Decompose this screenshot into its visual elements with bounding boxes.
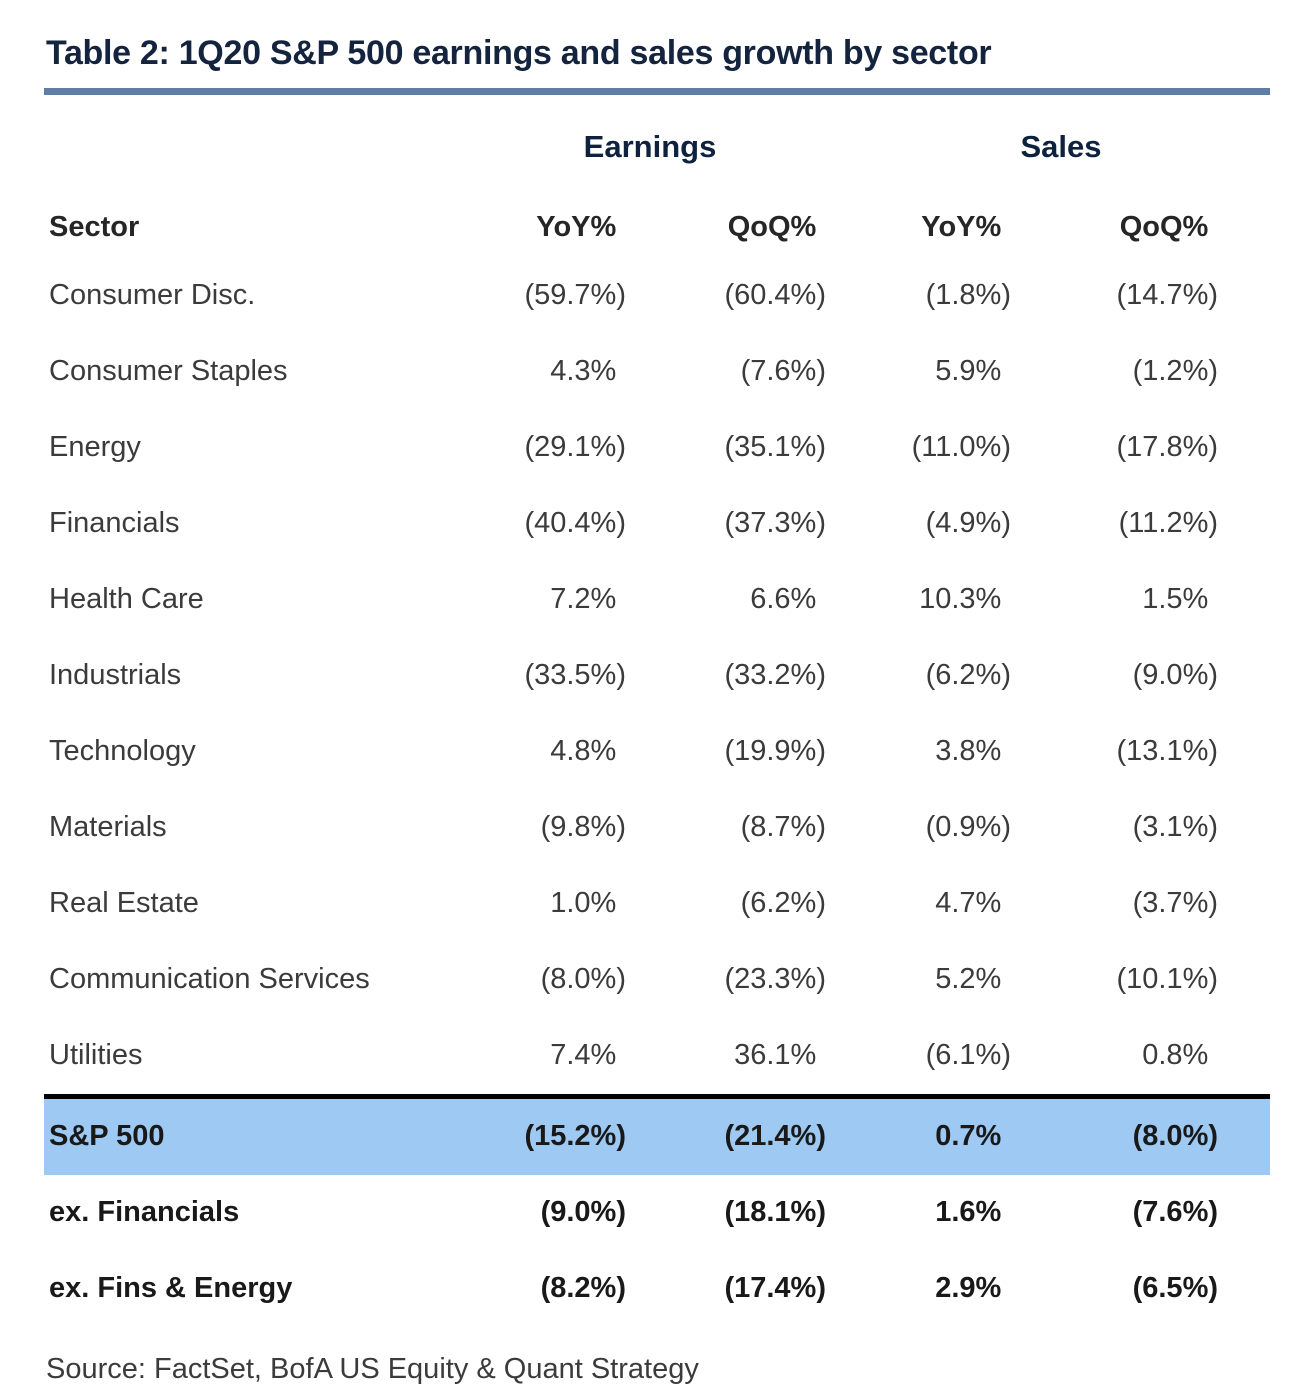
value-cell: (15.2%) xyxy=(488,1093,678,1175)
source-note: Source: FactSet, BofA US Equity & Quant … xyxy=(46,1352,699,1385)
table-row: Real Estate 1.0%) (6.2%) 4.7%) (3.7%) xyxy=(44,866,1270,942)
value-cell: (7.6%) xyxy=(1132,1196,1219,1228)
value-cell: (6.1%) xyxy=(925,1039,1011,1071)
column-header-sales-yoy: YoY% xyxy=(921,210,1002,243)
value-cell: (9.8%) xyxy=(540,811,626,843)
group-header-earnings: Earnings xyxy=(583,128,717,164)
value-cell: 7.2%) xyxy=(550,583,617,615)
value-cell: (11.2%) xyxy=(1118,507,1219,539)
sector-label: Health Care xyxy=(49,583,204,615)
value-cell: (35.1%) xyxy=(724,431,826,463)
column-header-sector: Sector xyxy=(49,210,140,243)
sector-label: Utilities xyxy=(49,1039,143,1071)
value-cell: (19.9%) xyxy=(724,735,826,767)
value-cell: (18.1%) xyxy=(724,1196,826,1228)
value-cell: 5.2%) xyxy=(935,963,1002,995)
value-cell: (40.4%) xyxy=(524,507,626,539)
value-cell: (33.2%) xyxy=(724,659,826,691)
table-row: Materials (9.8%) (8.7%) (0.9%) (3.1%) xyxy=(44,790,1270,866)
value-cell: (7.6%) xyxy=(740,355,826,387)
earnings-sales-table: Earnings Sales Sector YoY% QoQ% YoY% QoQ… xyxy=(44,95,1271,1327)
column-header-earnings-yoy: YoY% xyxy=(536,210,617,243)
sector-label: S&P 500 xyxy=(44,1093,488,1175)
table-row: Industrials (33.5%) (33.2%) (6.2%) (9.0%) xyxy=(44,638,1270,714)
table-row: Financials (40.4%) (37.3%) (4.9%) (11.2%) xyxy=(44,486,1270,562)
value-cell: (33.5%) xyxy=(524,659,626,691)
value-cell: (29.1%) xyxy=(524,431,626,463)
sector-label: Energy xyxy=(49,431,141,463)
group-header-spacer xyxy=(44,95,488,173)
value-cell: 0.7%) xyxy=(878,1093,1063,1175)
sector-label: ex. Fins & Energy xyxy=(49,1272,293,1304)
sector-label: Financials xyxy=(49,507,180,539)
table-row: Consumer Disc. (59.7%) (60.4%) (1.8%) (14.7%… xyxy=(44,258,1270,334)
sector-label: Communication Services xyxy=(49,963,370,995)
sector-label: Real Estate xyxy=(49,887,199,919)
table-title: Table 2: 1Q20 S&P 500 earnings and sales… xyxy=(46,34,992,72)
value-cell: (37.3%) xyxy=(724,507,826,539)
table-row: Consumer Staples 4.3%) (7.6%) 5.9%) (1.2%) xyxy=(44,334,1270,410)
value-cell: (8.0%) xyxy=(540,963,626,995)
value-cell: 1.5%) xyxy=(1142,583,1209,615)
value-cell: (13.1%) xyxy=(1116,735,1219,767)
value-cell: 3.8%) xyxy=(935,735,1002,767)
value-cell: (17.4%) xyxy=(724,1272,826,1304)
table-row: Health Care 7.2%) 6.6%) 10.3%) 1.5%) xyxy=(44,562,1270,638)
value-cell: 36.1%) xyxy=(734,1039,817,1071)
value-cell: 4.3%) xyxy=(550,355,617,387)
value-cell: (6.5%) xyxy=(1132,1272,1219,1304)
column-header-sales-qoq: QoQ% xyxy=(1119,210,1209,243)
value-cell: (14.7%) xyxy=(1116,279,1219,311)
sector-label: Consumer Disc. xyxy=(49,279,256,311)
value-cell: (21.4%) xyxy=(678,1093,878,1175)
sector-label: Industrials xyxy=(49,659,182,691)
value-cell: 4.8%) xyxy=(550,735,617,767)
value-cell: (23.3%) xyxy=(724,963,826,995)
value-cell: 1.6%) xyxy=(935,1196,1002,1228)
value-cell: (4.9%) xyxy=(925,507,1011,539)
sector-label: Materials xyxy=(49,811,167,843)
table-row: Communication Services (8.0%) (23.3%) 5.2%)… xyxy=(44,942,1270,1018)
value-cell: (8.7%) xyxy=(740,811,826,843)
column-header-earnings-qoq: QoQ% xyxy=(727,210,817,243)
value-cell: (10.1%) xyxy=(1116,963,1219,995)
value-cell: 6.6%) xyxy=(750,583,817,615)
value-cell: (6.2%) xyxy=(740,887,826,919)
value-cell: (3.1%) xyxy=(1132,811,1219,843)
value-cell: (0.9%) xyxy=(925,811,1011,843)
value-cell: 2.9%) xyxy=(935,1272,1002,1304)
value-cell: (59.7%) xyxy=(524,279,626,311)
sector-label: ex. Financials xyxy=(49,1196,240,1228)
value-cell: 10.3%) xyxy=(919,583,1002,615)
sector-label: Technology xyxy=(49,735,196,767)
value-cell: (8.0%) xyxy=(1063,1093,1271,1175)
table-row: Energy (29.1%) (35.1%) (11.0%) (17.8%) xyxy=(44,410,1270,486)
group-header-sales: Sales xyxy=(1020,128,1102,164)
column-header-row: Sector YoY% QoQ% YoY% QoQ% xyxy=(44,173,1270,258)
value-cell: (1.8%) xyxy=(925,279,1011,311)
value-cell: (60.4%) xyxy=(724,279,826,311)
value-cell: (3.7%) xyxy=(1132,887,1219,919)
value-cell: 1.0%) xyxy=(550,887,617,919)
value-cell: (9.0%) xyxy=(540,1196,626,1228)
value-cell: 0.8%) xyxy=(1142,1039,1209,1071)
table-row: Technology 4.8%) (19.9%) 3.8%) (13.1%) xyxy=(44,714,1270,790)
sector-label: Consumer Staples xyxy=(49,355,288,387)
value-cell: 7.4%) xyxy=(550,1039,617,1071)
value-cell: (1.2%) xyxy=(1132,355,1219,387)
value-cell: (8.2%) xyxy=(540,1272,626,1304)
table-row: ex. Fins & Energy (8.2%) (17.4%) 2.9%) (6.5%… xyxy=(44,1251,1270,1327)
group-header-row: Earnings Sales xyxy=(44,95,1270,173)
value-cell: (17.8%) xyxy=(1116,431,1219,463)
table-row: Utilities 7.4%) 36.1%) (6.1%) 0.8%) xyxy=(44,1018,1270,1097)
title-underline-rule xyxy=(44,87,1270,95)
value-cell: (6.2%) xyxy=(925,659,1011,691)
value-cell: (9.0%) xyxy=(1132,659,1219,691)
value-cell: 5.9%) xyxy=(935,355,1002,387)
table-row: ex. Financials (9.0%) (18.1%) 1.6%) (7.6%) xyxy=(44,1175,1270,1251)
value-cell: 4.7%) xyxy=(935,887,1002,919)
table-row: S&P 500(15.2%)(21.4%)0.7%)(8.0%) xyxy=(44,1093,1271,1175)
value-cell: (11.0%) xyxy=(911,431,1011,463)
